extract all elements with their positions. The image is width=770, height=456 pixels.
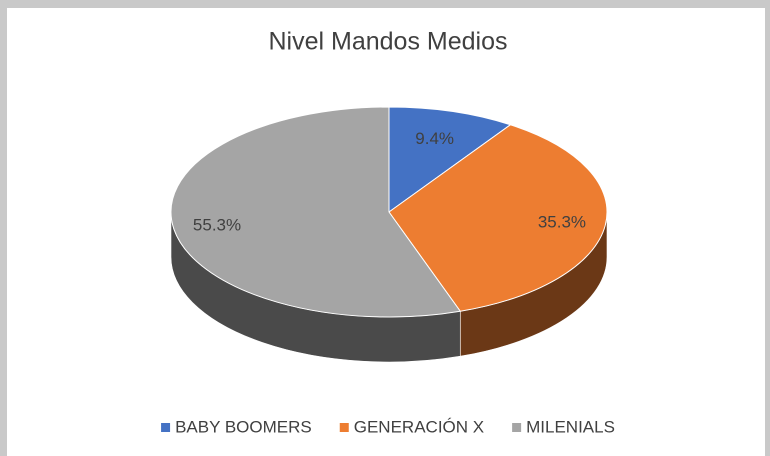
data-labels: 9.4% 35.3% 55.3% (193, 129, 586, 234)
legend-swatch (161, 423, 171, 432)
legend-label: GENERACIÓN X (354, 417, 484, 436)
legend-item: BABY BOOMERS (161, 417, 312, 436)
data-label: 9.4% (415, 129, 454, 148)
slice (388, 106, 512, 213)
legend-label: MILENIALS (526, 417, 615, 436)
legend-label: BABY BOOMERS (175, 417, 312, 436)
chart-title: Nivel Mandos Medios (269, 28, 508, 56)
legend: BABY BOOMERS GENERACIÓN X MILENIALS (161, 417, 615, 436)
pie-tops (170, 106, 608, 318)
data-label: 35.3% (538, 212, 586, 231)
legend-swatch (339, 423, 349, 432)
data-label: 55.3% (193, 215, 241, 234)
slice (170, 106, 462, 318)
legend-item: MILENIALS (512, 417, 615, 436)
slice (388, 124, 608, 312)
legend-item: GENERACIÓN X (339, 417, 484, 436)
legend-swatch (512, 423, 522, 432)
